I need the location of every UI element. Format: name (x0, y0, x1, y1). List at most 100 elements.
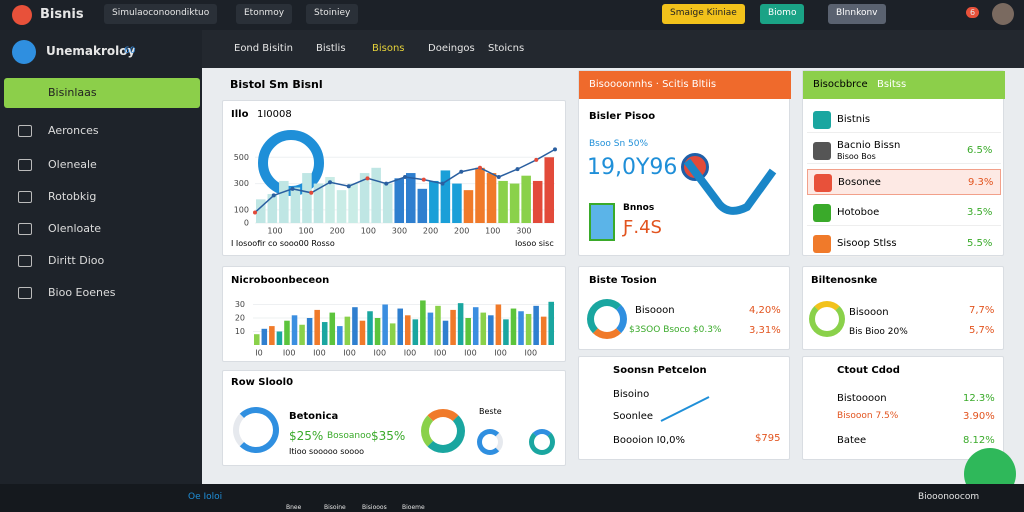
list-row[interactable]: Hotoboe 3.5% (807, 200, 1001, 226)
x-tick-label: I00 (464, 349, 477, 358)
bar (290, 187, 301, 223)
button[interactable]: Blnnkonv (828, 4, 886, 24)
sidebar-logo (12, 40, 36, 64)
card: Illo 1I0008 I Iosoofir co sooo00 Rosso I… (222, 100, 566, 256)
app-label[interactable]: Bnee (286, 504, 302, 511)
app-label[interactable]: Bisoine (324, 504, 346, 511)
card: Row Slool0 Betonica $25% Bosoanoo $35% I… (222, 370, 566, 466)
bar (420, 300, 426, 345)
list-row[interactable]: Bosonee 9.3% (807, 169, 1001, 195)
label: Bosonee (838, 177, 881, 188)
card-title: Row Slool0 (231, 377, 294, 388)
menu-item[interactable]: Olenloate (48, 222, 102, 235)
list-row[interactable]: Sisoop Stlss 5.5% (807, 231, 1001, 257)
menu-item[interactable]: Rotobkig (48, 190, 97, 203)
value: $25% (289, 429, 324, 443)
tab[interactable]: Stoiniey (306, 4, 359, 24)
bar (498, 180, 508, 223)
x-tick-label: 200 (330, 227, 345, 236)
tab[interactable]: Simulaoconoondiktuo (104, 4, 218, 24)
nav-item[interactable]: Stoicns (488, 43, 525, 54)
nav-item[interactable]: Doeingos (428, 43, 475, 54)
label: Soonlee (613, 411, 654, 422)
label: Bnnos (623, 203, 655, 213)
label: Bisooon (635, 305, 675, 316)
x-tick-label: I00 (494, 349, 507, 358)
avatar[interactable] (992, 3, 1014, 25)
value: $795 (755, 433, 781, 444)
bar (276, 331, 283, 345)
tray: Biooonoocom (918, 492, 980, 502)
card: Bisocbbrce Bsitss Bistnis Bacnio Bissn Bis… (802, 70, 1005, 257)
bar (314, 309, 320, 345)
bar (367, 311, 373, 345)
app-label[interactable]: Bioeme (402, 504, 425, 511)
app-label[interactable]: Bisiooos (362, 504, 387, 511)
x-tick-label: I00 (434, 349, 447, 358)
bar (394, 178, 404, 223)
card: Ctout Cdod Bistoooon 12.3% Bisooon 7.5% … (802, 356, 1004, 460)
menu-item[interactable]: Oleneale (48, 158, 97, 171)
card-title: Biltenosnke (811, 275, 878, 286)
bar (374, 318, 381, 345)
bar (321, 322, 328, 345)
trend-shape (683, 158, 777, 215)
line-point (403, 175, 407, 179)
chart: 0 100 300 500 100 100 200 100 300 200 200 100 300 (234, 130, 557, 236)
card-title: Bsitss (877, 79, 907, 90)
bar (463, 190, 474, 223)
nav-item[interactable]: Bistlis (316, 43, 346, 54)
tab[interactable]: Etonmoy (236, 4, 293, 24)
bar (540, 316, 547, 345)
sidebar: Unemakroloy 60 Bisinlaas Aeronces Olenea… (0, 30, 202, 484)
bar (397, 308, 403, 345)
nav-item[interactable]: Eond Bisitin (234, 43, 293, 54)
button[interactable]: Smaige Kiiniae (662, 4, 745, 24)
line-point (346, 184, 351, 189)
menu-item[interactable]: Bioo Eoenes (48, 286, 116, 299)
badge: 6 (966, 7, 980, 18)
value: $35% (371, 429, 406, 443)
list-row[interactable]: Bistnis (807, 107, 1001, 133)
bar (518, 311, 524, 345)
taskbar: Oe Ioloi Bnee Bisoine Bisiooos Bioeme Bi… (0, 484, 1024, 512)
card-title: Nicroboonbeceon (231, 275, 330, 286)
bar (284, 320, 290, 345)
value: 12.3% (963, 393, 995, 404)
list-row[interactable]: Bacnio Bissn Bisoo Bos 6.5% (807, 138, 1001, 164)
bar (269, 326, 275, 345)
bar (442, 320, 449, 345)
y-tick-label: 30 (235, 300, 245, 309)
line-point (328, 180, 332, 185)
bar (302, 173, 312, 223)
x-tick-label: 100 (361, 227, 376, 236)
icon (18, 125, 32, 137)
card-header (803, 71, 1005, 99)
menu-item[interactable]: Diritt Dioo (48, 254, 105, 267)
icon (814, 174, 832, 192)
label: Itioo sooooo soooo (289, 447, 364, 456)
search[interactable]: Oe Ioloi (188, 492, 223, 502)
donut (477, 429, 503, 455)
bar (352, 307, 358, 345)
brand: Bisnis (40, 7, 84, 22)
nav-item[interactable]: Bisons (372, 43, 405, 54)
button[interactable]: Biomo (760, 4, 805, 24)
active-item[interactable] (4, 78, 200, 108)
icon (18, 255, 32, 267)
bar (337, 326, 343, 345)
bar (486, 173, 497, 223)
menu-item[interactable]: Bisinlaas (48, 86, 97, 99)
bar (359, 173, 370, 223)
line-point (478, 165, 482, 170)
bar (371, 167, 381, 223)
bar (532, 180, 543, 223)
icon (18, 191, 32, 203)
line-point (553, 147, 557, 152)
bar (525, 313, 532, 345)
line-point (271, 193, 276, 198)
donut (233, 407, 279, 453)
bar (521, 175, 531, 223)
menu-item[interactable]: Aeronces (48, 124, 99, 137)
